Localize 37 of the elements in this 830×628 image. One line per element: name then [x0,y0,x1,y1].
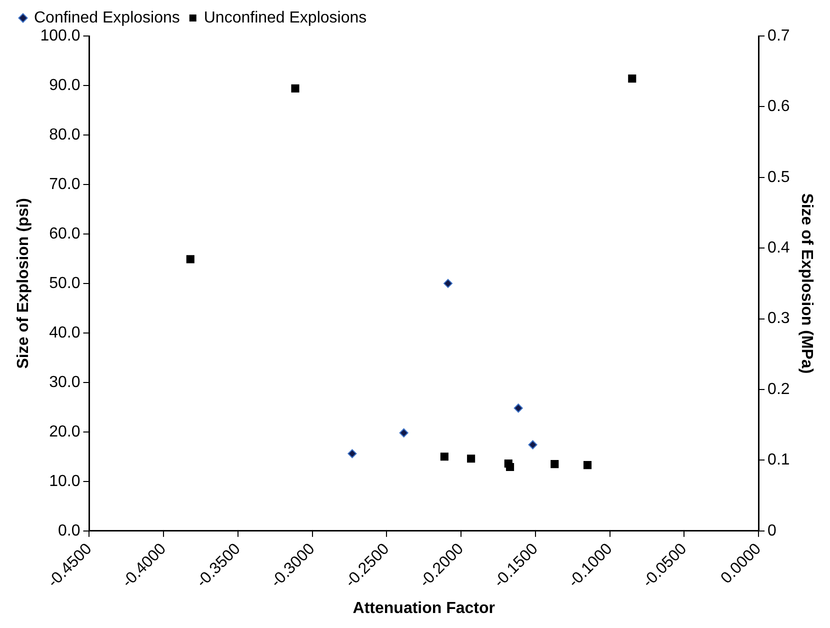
point [399,428,408,438]
y2-tick-label: 0 [768,522,777,540]
y-tick-label: 80.0 [49,126,80,144]
y2-tick-label: 0.1 [768,452,790,469]
point [440,452,448,461]
y-axis-title: Size of Explosion (psi) [15,198,32,369]
point [628,74,636,83]
legend-label: Unconfined Explosions [204,9,367,26]
y-tick-label: 20.0 [49,423,80,440]
y-tick-label: 100.0 [40,27,80,44]
point [506,462,514,472]
y-tick-label: 60.0 [49,225,80,242]
y-tick-label: 10.0 [49,472,80,490]
x-axis-title: Attenuation Factor [352,600,496,617]
point [528,440,538,450]
y2-tick-label: 0.7 [768,27,790,44]
y-tick-label: 90.0 [49,76,80,94]
y2-axis-title: Size of Explosion (MPa) [798,193,815,374]
legend-label: Confined Explosions [34,9,180,26]
y-tick-label: 50.0 [49,274,80,292]
y2-tick-label: 0.6 [768,98,790,116]
point [583,461,592,470]
y2-tick-label: 0.4 [768,239,790,256]
y2-tick-label: 0.5 [768,168,790,186]
y-tick-label: 40.0 [49,324,80,342]
point [550,460,559,468]
point [467,454,476,463]
point [514,404,523,413]
point [291,84,300,92]
y2-tick-label: 0.3 [768,310,790,328]
y-tick-label: 0.0 [58,522,80,540]
point [348,449,357,458]
y-tick-label: 30.0 [49,374,80,391]
y-tick-label: 70.0 [49,176,80,193]
point [186,255,194,264]
y2-tick-label: 0.2 [768,380,790,398]
point [443,278,452,288]
